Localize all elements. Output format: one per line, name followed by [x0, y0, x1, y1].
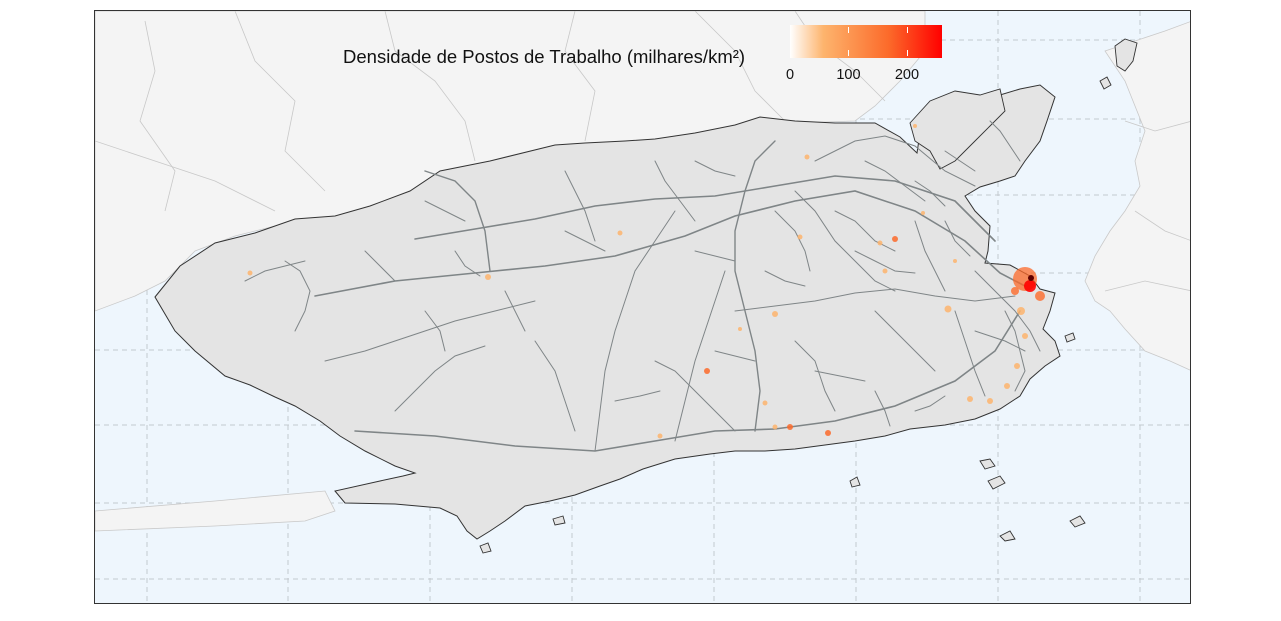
hotspot: [1028, 275, 1034, 281]
legend-title: Densidade de Postos de Trabalho (milhare…: [343, 46, 746, 67]
hotspot: [247, 270, 253, 276]
hotspot: [877, 240, 883, 246]
hotspot: [797, 234, 803, 240]
hotspot: [921, 211, 925, 215]
legend-tick-mark: [906, 50, 908, 56]
legend-tick-label: 200: [894, 67, 920, 83]
hotspot: [1011, 287, 1019, 295]
legend-tick-mark: [848, 50, 850, 56]
hotspot: [1004, 383, 1010, 389]
hotspot: [704, 368, 710, 374]
hotspot: [1017, 307, 1025, 315]
neighbor-land-west: [95, 490, 336, 532]
legend-tick-mark: [906, 27, 908, 33]
hotspot: [1014, 363, 1020, 369]
legend-tick-label: 0: [785, 67, 795, 83]
job-density-hotspots: [247, 124, 1045, 439]
hotspot: [485, 274, 491, 280]
hotspot: [617, 230, 623, 236]
neighbor-land-east: [1084, 21, 1190, 371]
legend-tick-mark: [848, 27, 850, 33]
hotspot: [967, 396, 973, 402]
hotspot: [987, 398, 993, 404]
hotspot: [657, 433, 663, 439]
hotspot: [913, 124, 917, 128]
hotspot: [1022, 333, 1028, 339]
hotspot: [882, 268, 888, 274]
hotspot: [953, 259, 957, 263]
hotspot: [1035, 291, 1045, 301]
map-panel[interactable]: [94, 10, 1191, 604]
legend-colorbar: [790, 25, 942, 58]
map-canvas[interactable]: [95, 11, 1191, 604]
hotspot: [804, 154, 810, 160]
hotspot: [772, 311, 778, 317]
hotspot: [762, 400, 768, 406]
rio-municipality: [154, 84, 1061, 540]
neighbor-boundaries: [95, 11, 1190, 292]
hotspot: [825, 430, 831, 436]
hotspot: [1024, 280, 1036, 292]
hotspot: [787, 424, 793, 430]
legend-tick-label: 100: [836, 67, 861, 83]
hotspot: [944, 305, 952, 313]
islands: [479, 38, 1138, 554]
road-network: [244, 120, 1041, 452]
hotspot: [772, 424, 778, 430]
legend: Densidade de Postos de Trabalho (milhare…: [340, 24, 950, 90]
hotspot: [738, 327, 742, 331]
hotspot: [892, 236, 898, 242]
